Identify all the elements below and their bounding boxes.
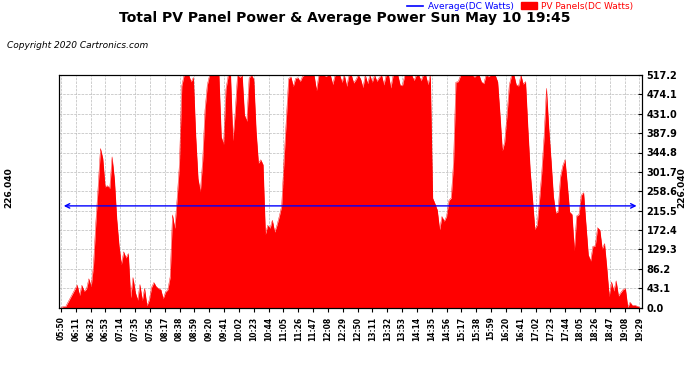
Text: Copyright 2020 Cartronics.com: Copyright 2020 Cartronics.com: [7, 41, 148, 50]
Text: 226.040: 226.040: [3, 167, 13, 208]
Text: 226.040: 226.040: [677, 167, 687, 208]
Legend: Average(DC Watts), PV Panels(DC Watts): Average(DC Watts), PV Panels(DC Watts): [403, 0, 637, 14]
Text: Total PV Panel Power & Average Power Sun May 10 19:45: Total PV Panel Power & Average Power Sun…: [119, 11, 571, 25]
